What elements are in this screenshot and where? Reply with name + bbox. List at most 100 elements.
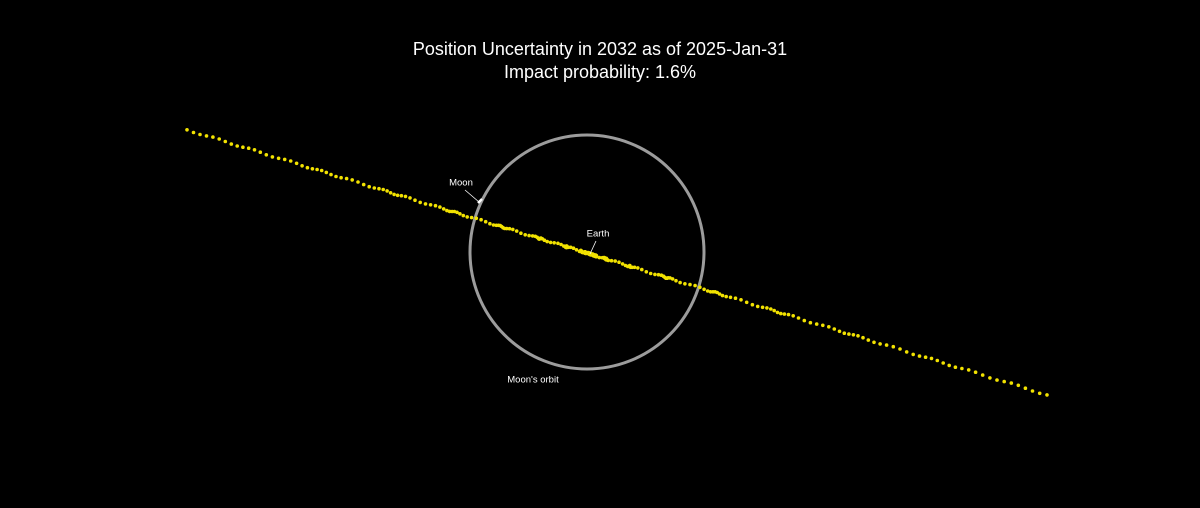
uncertainty-point — [760, 305, 765, 310]
uncertainty-point — [683, 282, 687, 286]
uncertainty-point — [356, 180, 360, 184]
uncertainty-point — [344, 176, 349, 181]
uncertainty-point — [923, 355, 928, 360]
uncertainty-point — [433, 203, 438, 208]
uncertainty-point — [832, 327, 837, 331]
uncertainty-point — [791, 314, 795, 318]
uncertainty-point — [688, 282, 692, 287]
uncertainty-point — [674, 278, 678, 283]
uncertainty-point — [772, 308, 776, 313]
uncertainty-point — [204, 134, 209, 138]
uncertainty-point — [755, 304, 760, 309]
uncertainty-point — [461, 213, 466, 218]
uncertainty-point — [866, 338, 871, 342]
uncertainty-point — [904, 350, 909, 354]
uncertainty-point — [479, 217, 483, 222]
uncertainty-point — [491, 223, 496, 227]
uncertainty-point — [507, 226, 512, 231]
uncertainty-point — [423, 202, 428, 206]
uncertainty-point — [469, 215, 474, 220]
uncertainty-point — [514, 229, 519, 233]
uncertainty-point — [609, 258, 614, 263]
uncertainty-point — [728, 295, 733, 300]
uncertainty-point — [324, 170, 329, 175]
uncertainty-point — [769, 307, 773, 311]
uncertainty-point — [399, 193, 404, 198]
uncertainty-point — [935, 358, 940, 363]
uncertainty-point — [613, 259, 617, 263]
uncertainty-point — [445, 208, 449, 213]
uncertainty-point — [372, 186, 377, 190]
uncertainty-point — [523, 233, 527, 237]
uncertainty-point — [559, 242, 563, 247]
uncertainty-point — [428, 203, 433, 207]
uncertainty-point — [264, 153, 269, 157]
uncertainty-point — [377, 186, 381, 191]
uncertainty-point — [878, 342, 882, 346]
uncertainty-point — [270, 155, 275, 159]
uncertainty-point — [552, 241, 556, 245]
uncertainty-point — [724, 294, 728, 299]
uncertainty-point — [361, 182, 366, 187]
uncertainty-point — [474, 216, 479, 221]
uncertainty-point — [750, 302, 755, 307]
uncertainty-point — [252, 148, 257, 152]
uncertainty-point — [504, 226, 509, 231]
uncertainty-point — [441, 207, 446, 211]
uncertainty-point — [329, 172, 333, 177]
uncertainty-point — [620, 262, 625, 266]
uncertainty-point — [720, 293, 725, 298]
uncertainty-point — [1030, 389, 1035, 393]
uncertainty-point — [851, 333, 856, 337]
uncertainty-points — [185, 128, 1049, 397]
uncertainty-point — [796, 316, 801, 320]
uncertainty-point — [542, 238, 547, 242]
uncertainty-point — [995, 378, 999, 382]
uncertainty-point — [574, 248, 579, 252]
uncertainty-point — [842, 331, 847, 336]
uncertainty-point — [941, 361, 945, 365]
uncertainty-point — [392, 192, 396, 197]
uncertainty-point — [947, 363, 951, 368]
uncertainty-point — [917, 354, 922, 358]
uncertainty-point — [519, 231, 523, 235]
uncertainty-point — [744, 300, 749, 305]
uncertainty-point — [438, 205, 442, 209]
uncertainty-point — [814, 322, 819, 326]
uncertainty-point — [294, 161, 299, 166]
uncertainty-point — [1016, 383, 1021, 388]
uncertainty-point — [847, 332, 851, 336]
uncertainty-point — [235, 144, 239, 148]
uncertainty-point — [1037, 391, 1042, 396]
uncertainty-point — [717, 292, 722, 296]
uncertainty-point — [594, 254, 599, 259]
uncertainty-point — [821, 323, 825, 328]
uncertainty-point — [884, 343, 889, 347]
uncertainty-point — [276, 156, 281, 161]
uncertainty-point — [258, 150, 263, 154]
uncertainty-point — [545, 239, 549, 244]
title-line-1: Position Uncertainty in 2032 as of 2025-… — [413, 39, 787, 59]
uncertainty-point — [381, 187, 386, 192]
uncertainty-point — [911, 352, 915, 357]
uncertainty-point — [898, 347, 902, 351]
uncertainty-point — [319, 168, 324, 173]
uncertainty-point — [891, 344, 896, 349]
uncertainty-point — [698, 285, 702, 290]
uncertainty-point — [315, 167, 319, 172]
uncertainty-point — [408, 196, 412, 200]
uncertainty-point — [185, 128, 189, 132]
uncertainty-point — [837, 329, 842, 334]
uncertainty-point — [395, 193, 400, 198]
uncertainty-point — [1002, 379, 1006, 384]
uncertainty-point — [775, 310, 780, 315]
uncertainty-point — [223, 139, 228, 144]
uncertainty-point — [648, 271, 653, 276]
uncertainty-point — [597, 255, 602, 260]
uncertainty-point — [636, 266, 640, 270]
uncertainty-point — [953, 365, 958, 370]
uncertainty-point — [670, 277, 675, 281]
uncertainty-point — [211, 135, 215, 139]
